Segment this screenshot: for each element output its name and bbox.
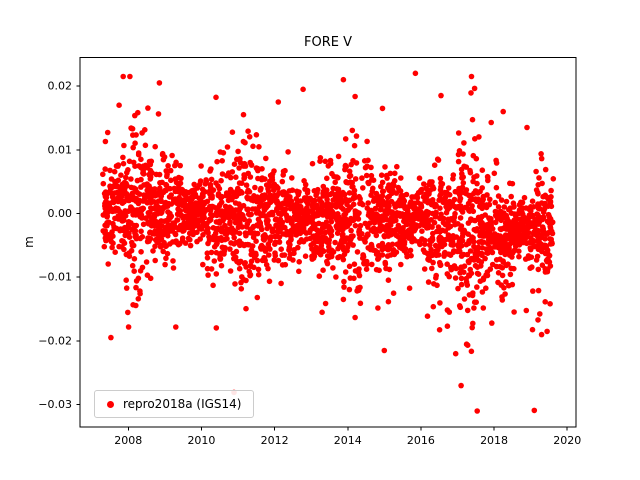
x-tick-label: 2016: [407, 434, 435, 447]
y-tick-label: 0.01: [48, 143, 73, 156]
y-tick-label: −0.01: [38, 271, 72, 284]
x-tick-label: 2010: [187, 434, 215, 447]
y-axis-label: m: [22, 236, 36, 248]
y-tick-label: −0.03: [38, 398, 72, 411]
x-tick-label: 2020: [553, 434, 581, 447]
x-axis-ticks: 2008 2010 2012 2014 2016 2018 2020: [114, 427, 581, 447]
x-tick-label: 2008: [114, 434, 142, 447]
legend-label: repro2018a (IGS14): [123, 397, 242, 411]
x-tick-label: 2014: [334, 434, 362, 447]
legend-marker-dot: [107, 400, 114, 408]
legend: repro2018a (IGS14): [94, 390, 255, 418]
x-tick-label: 2012: [261, 434, 289, 447]
x-tick-label: 2018: [480, 434, 508, 447]
y-tick-label: −0.02: [38, 334, 72, 347]
plot-title: FORE V: [304, 35, 352, 50]
axes-frame: [79, 56, 577, 428]
scatter-points: [100, 70, 557, 414]
y-tick-label: 0.00: [48, 207, 73, 220]
y-tick-label: 0.02: [48, 80, 73, 93]
y-axis-ticks: 0.02 0.01 0.00 −0.01 −0.02 −0.03: [38, 80, 80, 411]
